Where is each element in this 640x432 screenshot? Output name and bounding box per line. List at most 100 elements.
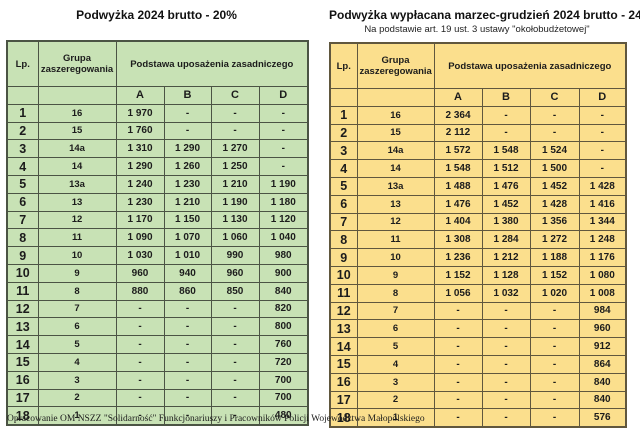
cell-a: 2 112 (433, 123, 483, 143)
cell-d: 820 (258, 299, 309, 319)
cell-group: 13a (356, 176, 435, 196)
table-row: 5 13a 1 488 1 476 1 452 1 428 (329, 176, 627, 196)
left-col-header-group: Grupa zaszeregowania (37, 40, 117, 87)
table-row: 16 3 - - - 840 (329, 372, 627, 392)
cell-group: 2 (356, 390, 435, 410)
cell-b: - (481, 105, 531, 125)
cell-lp: 1 (329, 105, 358, 125)
cell-group: 11 (37, 228, 117, 248)
cell-group: 14 (356, 159, 435, 178)
cell-d: 1 248 (578, 230, 627, 250)
cell-a: 960 (115, 263, 165, 283)
cell-a: 1 548 (433, 159, 483, 178)
cell-a: 1 240 (115, 174, 165, 194)
cell-a: - (433, 354, 483, 374)
cell-c: - (210, 103, 260, 123)
cell-lp: 9 (6, 246, 39, 265)
cell-b: 1 512 (481, 159, 531, 178)
cell-a: 1 572 (433, 141, 483, 161)
cell-group: 14 (37, 157, 117, 176)
right-table-body: 1 16 2 364 - - - 2 15 2 112 - - - 3 14a … (329, 105, 627, 428)
cell-d: 980 (258, 246, 309, 265)
cell-a: 1 090 (115, 228, 165, 248)
cell-lp: 4 (329, 159, 358, 178)
cell-d: 1 080 (578, 265, 627, 285)
right-col-header-d: D (578, 88, 627, 107)
table-row: 13 6 - - - 800 (6, 317, 309, 337)
table-row: 2 15 2 112 - - - (329, 123, 627, 143)
cell-group: 12 (37, 210, 117, 230)
cell-c: - (529, 372, 580, 392)
cell-group: 15 (356, 123, 435, 143)
cell-a: 1 310 (115, 139, 165, 159)
table-row: 10 9 1 152 1 128 1 152 1 080 (329, 265, 627, 285)
cell-d: 760 (258, 335, 309, 354)
table-row: 12 7 - - - 820 (6, 299, 309, 319)
cell-d: 1 040 (258, 228, 309, 248)
cell-d: 1 428 (578, 176, 627, 196)
cell-group: 8 (37, 281, 117, 301)
cell-lp: 15 (6, 352, 39, 372)
cell-b: 1 548 (481, 141, 531, 161)
cell-c: - (529, 301, 580, 321)
cell-group: 3 (37, 370, 117, 390)
cell-d: 1 008 (578, 283, 627, 303)
cell-group: 9 (37, 263, 117, 283)
cell-c: - (210, 388, 260, 408)
cell-group: 9 (356, 265, 435, 285)
cell-c: 1 020 (529, 283, 580, 303)
cell-lp: 14 (6, 335, 39, 354)
cell-d: 864 (578, 354, 627, 374)
cell-c: 990 (210, 246, 260, 265)
right-col-header-group: Grupa zaszeregowania (356, 42, 435, 89)
cell-lp: 3 (6, 139, 39, 159)
table-row: 14 5 - - - 912 (329, 337, 627, 356)
cell-a: 1 404 (433, 212, 483, 232)
cell-lp: 7 (329, 212, 358, 232)
cell-a: - (433, 408, 483, 428)
cell-b: - (481, 319, 531, 339)
cell-b: - (163, 103, 212, 123)
cell-a: 1 030 (115, 246, 165, 265)
table-row: 12 7 - - - 984 (329, 301, 627, 321)
cell-a: 1 970 (115, 103, 165, 123)
table-row: 9 10 1 236 1 212 1 188 1 176 (329, 248, 627, 267)
cell-d: 1 120 (258, 210, 309, 230)
cell-c: - (210, 352, 260, 372)
cell-c: 1 524 (529, 141, 580, 161)
cell-b: 1 010 (163, 246, 212, 265)
cell-b: 1 260 (163, 157, 212, 176)
cell-group: 7 (356, 301, 435, 321)
left-subheader-empty-group (37, 86, 117, 105)
left-col-header-base: Podstawa uposażenia zasadniczego (115, 40, 309, 87)
cell-lp: 12 (329, 301, 358, 321)
cell-b: - (163, 370, 212, 390)
cell-c: 1 500 (529, 159, 580, 178)
cell-c: - (529, 408, 580, 428)
table-row: 15 4 - - - 720 (6, 352, 309, 372)
table-row: 5 13a 1 240 1 230 1 210 1 190 (6, 174, 309, 194)
cell-group: 16 (37, 103, 117, 123)
cell-lp: 1 (6, 103, 39, 123)
cell-d: - (258, 121, 309, 141)
cell-group: 3 (356, 372, 435, 392)
cell-group: 13a (37, 174, 117, 194)
cell-d: - (578, 159, 627, 178)
footer-credit: Opracowanie OM NSZZ "Solidarność" Funkcj… (7, 414, 425, 424)
right-col-header-base: Podstawa uposażenia zasadniczego (433, 42, 627, 89)
cell-group: 13 (356, 194, 435, 214)
cell-a: - (433, 390, 483, 410)
table-row: 11 8 880 860 850 840 (6, 281, 309, 301)
cell-c: - (529, 337, 580, 356)
cell-a: - (115, 299, 165, 319)
cell-lp: 10 (6, 263, 39, 283)
cell-c: 1 188 (529, 248, 580, 267)
cell-d: - (258, 157, 309, 176)
cell-d: 1 344 (578, 212, 627, 232)
cell-d: - (578, 141, 627, 161)
cell-lp: 7 (6, 210, 39, 230)
cell-d: 840 (258, 281, 309, 301)
cell-d: 700 (258, 370, 309, 390)
cell-group: 10 (37, 246, 117, 265)
cell-b: - (163, 299, 212, 319)
